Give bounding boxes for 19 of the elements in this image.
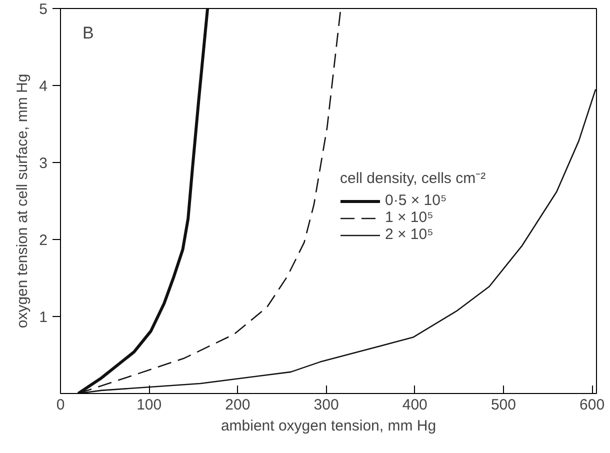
x-tick-label: 300 [314, 396, 339, 414]
x-axis-title: ambient oxygen tension, mm Hg [220, 418, 436, 434]
y-tick-label: 2 [39, 232, 48, 249]
y-axis-title: oxygen tension at cell surface, mm Hg [14, 74, 32, 328]
y-tick-label: 3 [39, 155, 48, 172]
legend-title: cell density, cells cm⁻² [340, 169, 486, 187]
x-tick-label: 100 [136, 396, 162, 414]
y-tick-label: 4 [39, 78, 48, 95]
legend-label: 0·5 × 10⁵ [385, 192, 447, 209]
legend-label: 1 × 10⁵ [385, 209, 434, 226]
y-tick-label: 1 [39, 309, 48, 326]
x-tick-label: 0 [56, 396, 65, 414]
x-tick-label: 400 [402, 396, 428, 414]
annotation: B [82, 24, 94, 42]
y-tick-label: 5 [39, 1, 48, 18]
x-tick-label: 600 [580, 396, 605, 414]
x-tick-label: 500 [490, 396, 516, 414]
x-tick-label: 200 [225, 396, 250, 414]
legend-label: 2 × 10⁵ [385, 226, 434, 243]
